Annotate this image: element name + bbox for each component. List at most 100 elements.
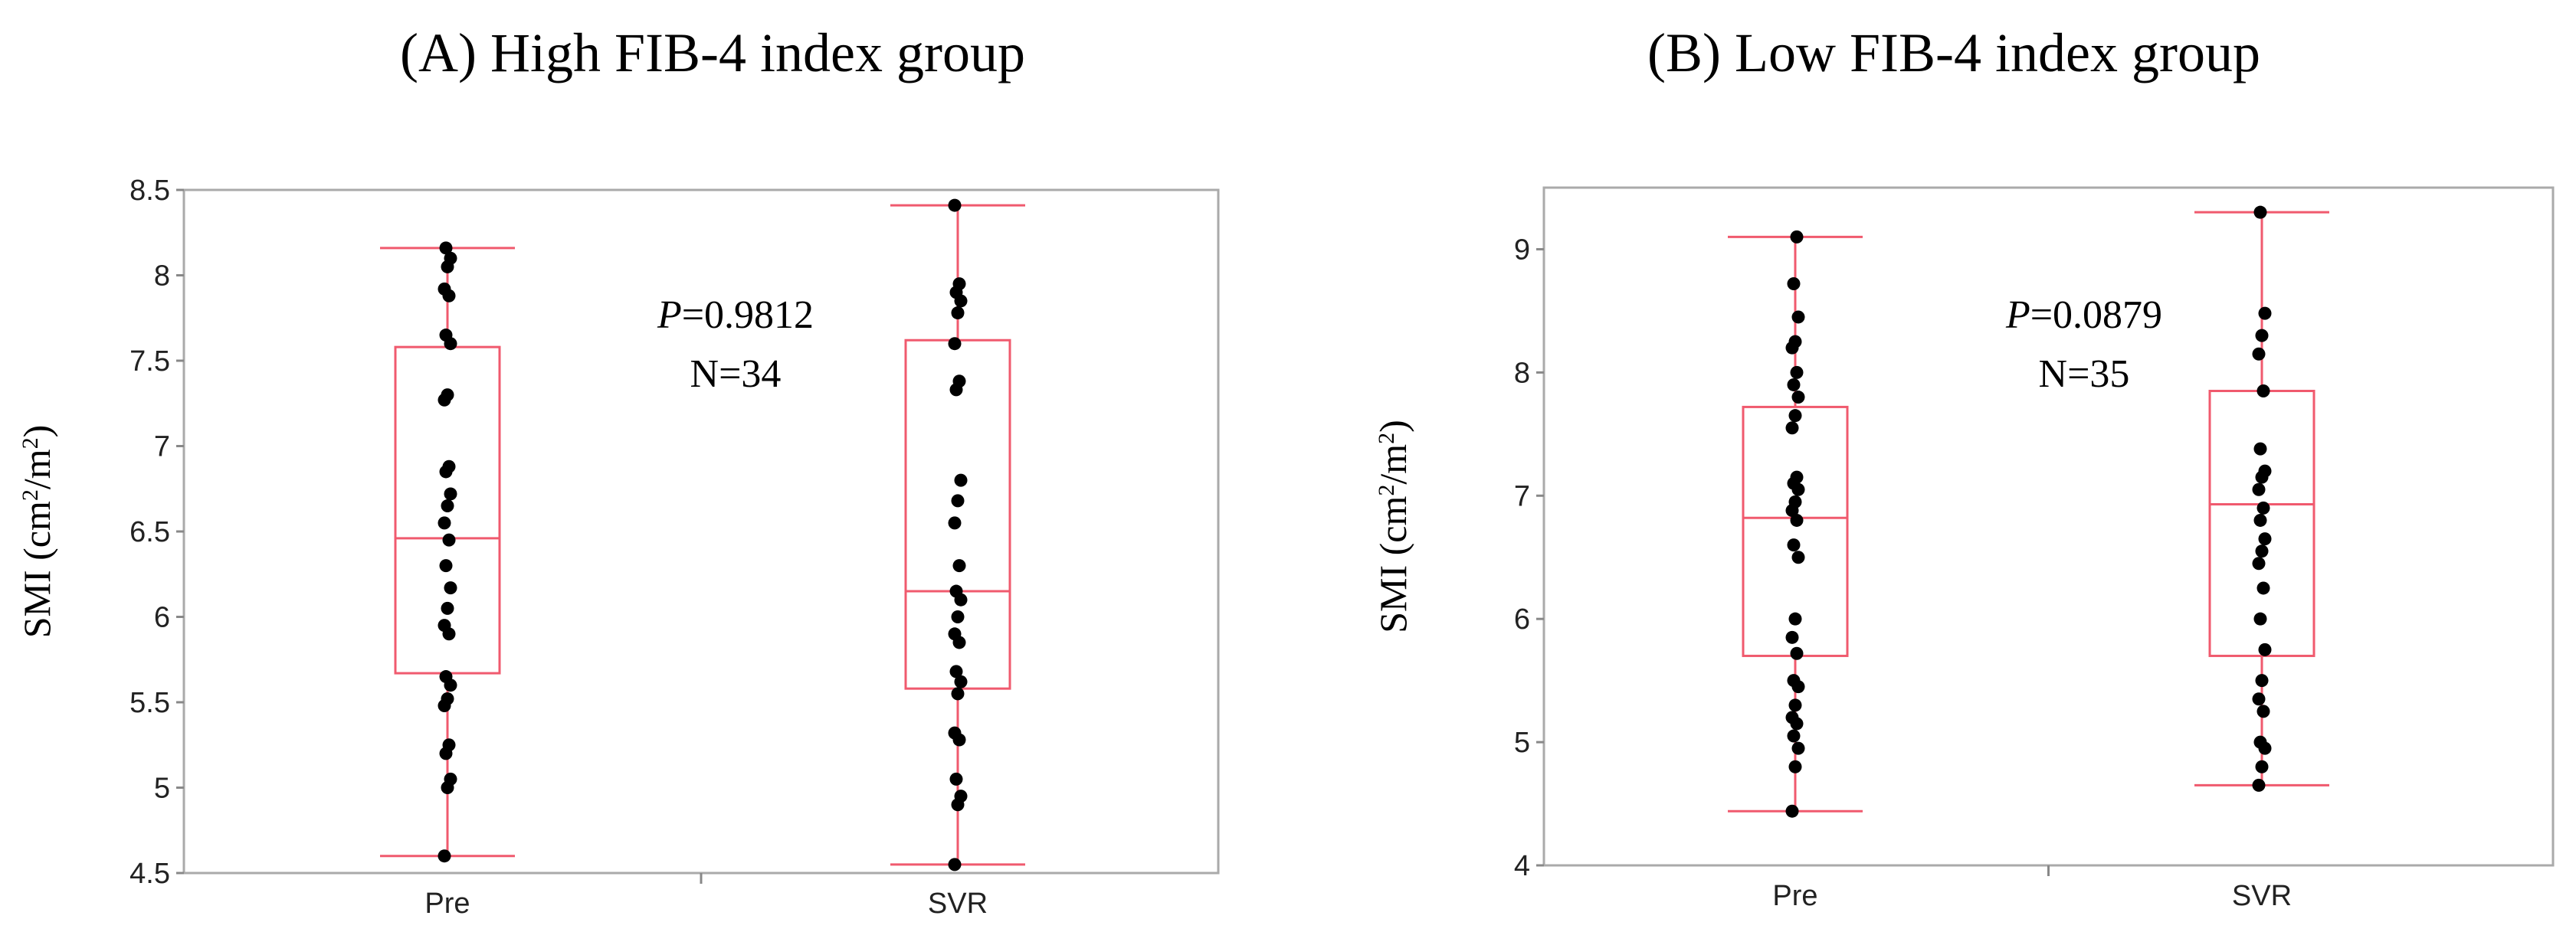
data-point [2258,532,2272,546]
data-point [954,473,968,487]
y-tick-label: 5.5 [129,687,170,719]
y-axis-label-sup: 2 [1374,485,1399,496]
data-point [438,619,451,633]
data-point [1790,513,1804,527]
box-pre [380,241,515,863]
p-value-annotation: P=0.0879 [2005,293,2162,337]
data-point [948,337,962,351]
data-point [948,726,962,740]
data-point [2253,735,2267,749]
data-point [1790,646,1804,660]
data-point [1788,612,1802,626]
y-axis-label: SMI (cm2/m2) [15,425,58,639]
y-axis-label-sup: 2 [1374,433,1399,444]
data-point [2253,442,2267,456]
chart-a: 4.5 5 5.5 6 6.5 7 7.5 8 8.5 SMI (cm2/m2) Pre SVR P=0… [15,175,1220,920]
y-axis-label-part: /m [1372,444,1414,485]
data-point [1790,470,1804,484]
y-axis-label-part: SMI (cm [1372,496,1414,633]
y-tick-label: 7.5 [129,345,170,378]
data-point [949,772,963,786]
y-tick-label: 8 [1514,357,1530,389]
y-axis-label-sup: 2 [18,489,43,501]
data-point [438,282,451,296]
data-point [442,459,456,473]
data-point [948,516,962,530]
data-point [1788,698,1802,712]
data-point [2258,306,2272,320]
x-category-label: SVR [2232,880,2292,912]
data-point [444,251,457,265]
data-point [1790,230,1804,244]
data-point [439,559,453,573]
data-point [1785,711,1799,724]
data-point [951,610,965,623]
data-point [949,584,963,598]
y-tick-label: 6.5 [129,516,170,548]
p-label: P [657,293,682,337]
data-point [2253,612,2267,626]
data-point [1787,378,1801,391]
data-point [2258,643,2272,656]
data-point [444,487,457,501]
data-point [954,790,968,803]
data-point [1787,729,1801,743]
data-point [951,306,965,320]
data-point [2255,674,2269,688]
data-point [2252,778,2266,792]
data-point [442,533,456,547]
data-point [439,329,453,342]
y-tick-label: 8 [154,260,170,293]
data-point [948,198,962,212]
data-point [1788,409,1802,423]
y-tick-label: 8.5 [129,175,170,207]
data-point [951,687,965,701]
y-tick-label: 4.5 [129,858,170,890]
y-axis-label-sup: 2 [18,437,43,449]
data-point [2252,482,2266,496]
y-tick-label: 5 [1514,727,1530,759]
x-category-label: SVR [928,888,988,920]
y-axis-label-part: ) [1372,420,1414,433]
data-point [439,670,453,684]
data-point [2256,581,2270,595]
data-point [441,692,454,706]
data-point [1790,365,1804,379]
y-tick-label: 6 [1514,603,1530,636]
y-tick-label: 9 [1514,234,1530,266]
y-tick-label: 5 [154,773,170,805]
data-point [952,374,966,388]
data-point [1785,421,1799,435]
p-label: P [2005,293,2030,337]
y-tick-label: 6 [154,602,170,634]
data-point [954,675,968,688]
data-point [948,858,962,872]
data-point [2256,384,2270,397]
x-category-label: Pre [424,888,470,920]
n-annotation: N=35 [2039,352,2130,396]
data-point [1788,335,1802,348]
data-point [1785,804,1799,818]
p-value-annotation: P=0.9812 [657,293,814,337]
box-svr [2194,205,2329,792]
data-point [444,772,457,786]
data-point [952,559,966,573]
data-point [949,665,963,679]
y-tick-label: 7 [154,431,170,463]
data-point [2256,501,2270,515]
x-category-label: Pre [1772,880,1817,912]
data-point [1787,674,1801,688]
y-tick-label: 4 [1514,850,1530,882]
data-point [2252,347,2266,361]
data-point [1787,538,1801,552]
plot-frame [1542,186,2555,867]
data-point [2258,464,2272,478]
data-point [439,241,453,255]
data-point [438,849,451,863]
data-point [1791,551,1805,564]
data-point [441,601,454,615]
data-point [2253,513,2267,527]
data-point [2252,692,2266,706]
data-point [2255,760,2269,773]
